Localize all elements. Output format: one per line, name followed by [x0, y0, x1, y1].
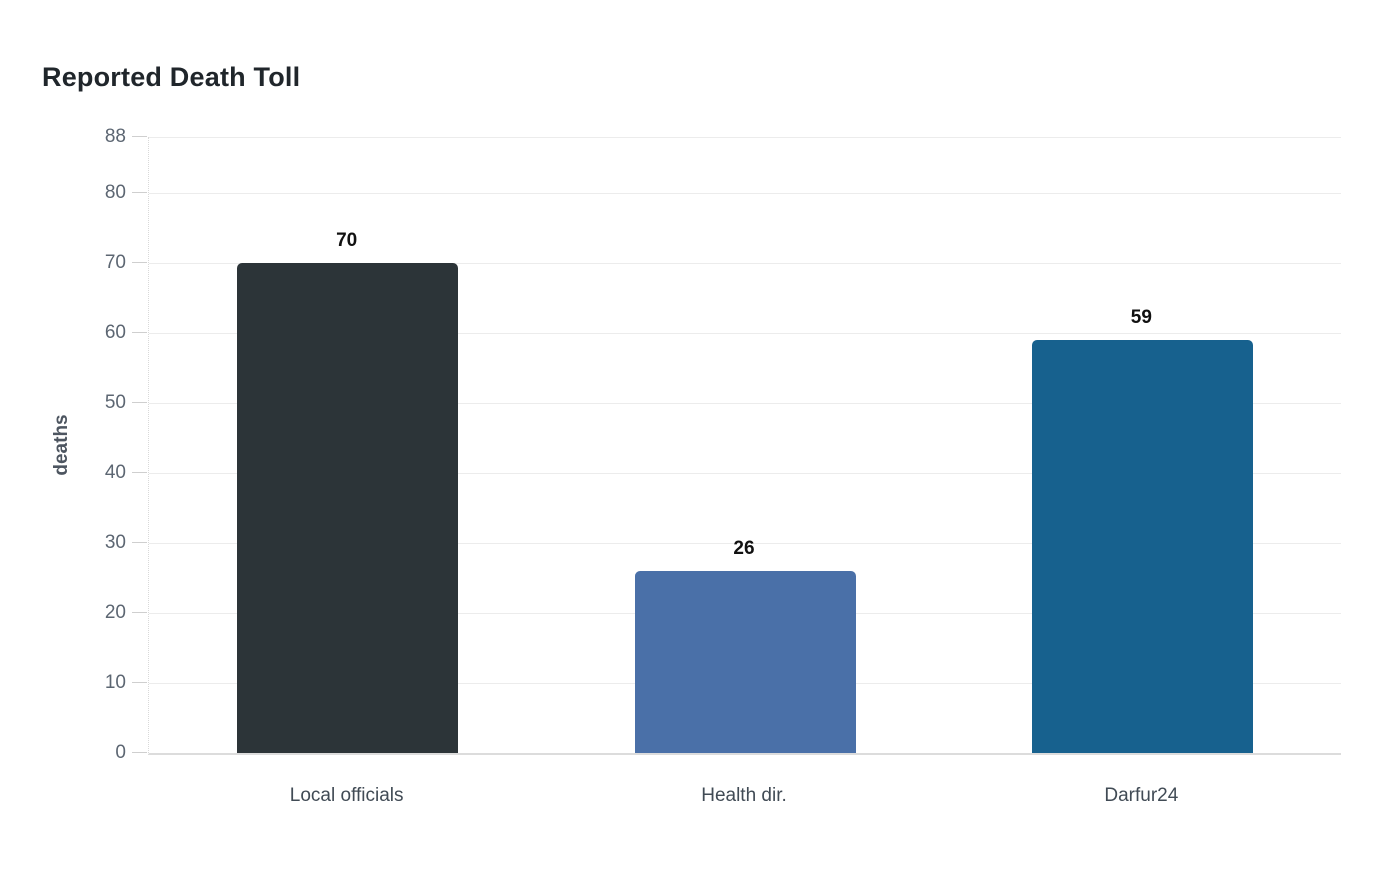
y-tick-mark — [132, 682, 147, 683]
x-tick-label: Darfur24 — [1104, 785, 1179, 806]
y-tick-label: 88 — [104, 126, 126, 147]
y-tick-mark — [132, 542, 147, 543]
gridline — [149, 333, 1341, 334]
y-tick-label: 40 — [104, 462, 126, 483]
y-tick-mark — [132, 752, 147, 753]
bar-value-label: 59 — [1130, 307, 1152, 328]
chart-title: Reported Death Toll — [42, 62, 301, 92]
x-tick-label: Health dir. — [701, 785, 787, 806]
gridline — [149, 193, 1341, 194]
gridline — [149, 263, 1341, 264]
y-tick-label: 0 — [115, 742, 126, 763]
bar-value-label: 26 — [733, 538, 755, 559]
y-tick-mark — [132, 472, 147, 473]
y-tick-label: 20 — [104, 602, 126, 623]
gridline — [149, 543, 1341, 544]
y-tick-label: 50 — [104, 392, 126, 413]
y-tick-mark — [132, 332, 147, 333]
gridline — [149, 473, 1341, 474]
y-tick-mark — [132, 402, 147, 403]
bar-health-dir — [634, 571, 856, 753]
bar-darfur24 — [1031, 340, 1253, 753]
y-tick-label: 60 — [104, 322, 126, 343]
y-tick-label: 80 — [104, 182, 126, 203]
y-tick-label: 70 — [104, 252, 126, 273]
bar-local-officials — [237, 263, 459, 753]
plot-area — [148, 137, 1341, 755]
gridline — [149, 137, 1341, 138]
gridline — [149, 403, 1341, 404]
y-tick-mark — [132, 262, 147, 263]
y-axis-title: deaths — [51, 414, 72, 476]
y-tick-mark — [132, 136, 147, 137]
x-tick-label: Local officials — [289, 785, 404, 806]
y-tick-mark — [132, 192, 147, 193]
y-tick-label: 10 — [104, 672, 126, 693]
y-tick-label: 30 — [104, 532, 126, 553]
bar-value-label: 70 — [336, 230, 358, 251]
y-tick-mark — [132, 612, 147, 613]
